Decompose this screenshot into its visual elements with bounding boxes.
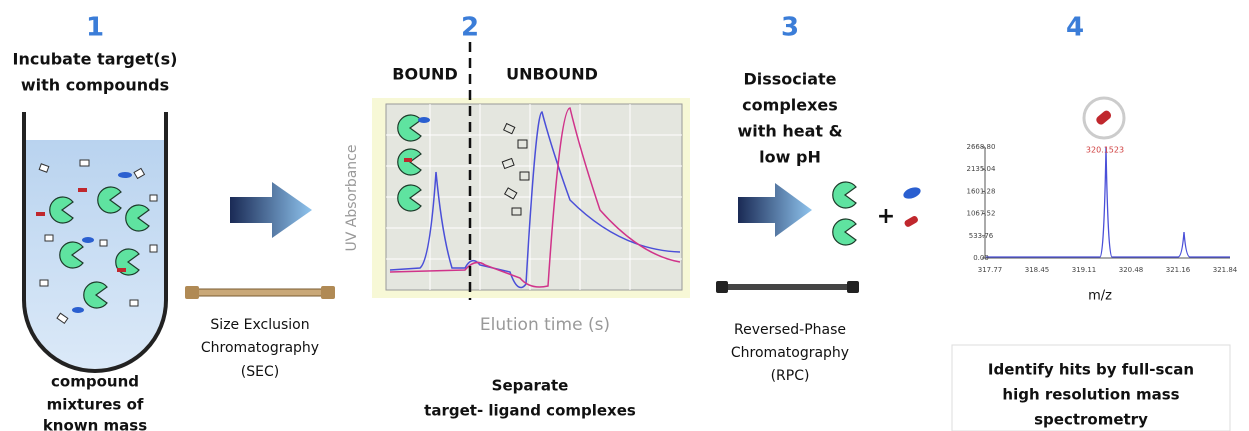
- compound: [903, 187, 921, 199]
- proteins: [397, 114, 430, 212]
- compounds: [501, 122, 530, 216]
- axis-label: Elution time (s): [480, 315, 610, 335]
- icon: [1096, 110, 1112, 125]
- uv-trace: [389, 111, 681, 289]
- step-heading: low pH: [759, 148, 821, 167]
- step-heading: Dissociate: [743, 70, 836, 89]
- mass-spectrum: [984, 146, 1230, 259]
- rpc-column: [716, 281, 859, 293]
- column-label: Chromatography: [201, 340, 319, 356]
- y-tick-label: 1067.52: [967, 210, 996, 218]
- step-heading: with compounds: [21, 76, 169, 95]
- y-tick-label: 1601.28: [967, 187, 996, 195]
- step-caption: spectrometry: [1034, 411, 1148, 429]
- y-tick-label: 533.76: [969, 232, 994, 240]
- step-caption: Identify hits by full-scan: [988, 361, 1194, 379]
- y-tick-label: 2135.04: [967, 165, 996, 173]
- step-caption: compound: [51, 373, 139, 391]
- step-caption: known mass: [43, 417, 147, 431]
- compound: [904, 216, 918, 227]
- peak-label: 320.1523: [1086, 146, 1124, 155]
- step-heading: with heat &: [737, 122, 842, 141]
- region-label: UNBOUND: [506, 65, 598, 84]
- axis-label: m/z: [1088, 289, 1112, 304]
- step-number: 1: [86, 13, 104, 43]
- axis-label: UV Absorbance: [344, 144, 360, 251]
- step-caption: Separate: [492, 377, 569, 395]
- uv-trace: [389, 107, 681, 288]
- step-number: 3: [781, 13, 799, 43]
- step-number: 2: [461, 13, 479, 43]
- y-tick-label: 0.00: [973, 254, 989, 262]
- x-tick-label: 319.11: [1072, 266, 1097, 274]
- plus-sign: +: [877, 204, 895, 229]
- x-tick-label: 317.77: [978, 266, 1003, 274]
- column-label: (RPC): [771, 368, 810, 384]
- x-tick-label: 321.84: [1213, 266, 1238, 274]
- sec-column: [185, 286, 335, 299]
- caption-box: [951, 344, 1231, 431]
- step-heading: Incubate target(s): [13, 50, 178, 69]
- tube: [22, 112, 168, 373]
- step-caption: high resolution mass: [1002, 386, 1179, 404]
- arrow: [738, 183, 812, 237]
- step-caption: mixtures of: [47, 396, 144, 414]
- column-label: Reversed-Phase: [734, 322, 846, 338]
- x-tick-label: 320.48: [1119, 266, 1144, 274]
- arrow: [230, 182, 312, 238]
- step-number: 4: [1066, 13, 1084, 43]
- grid: [386, 104, 682, 290]
- column-label: (SEC): [241, 364, 279, 380]
- x-tick-label: 321.16: [1166, 266, 1191, 274]
- column-label: Chromatography: [731, 345, 849, 361]
- step-caption: target- ligand complexes: [424, 402, 636, 420]
- step-heading: complexes: [742, 96, 838, 115]
- region-label: BOUND: [392, 65, 457, 84]
- y-tick-label: 2668.80: [967, 143, 996, 151]
- x-tick-label: 318.45: [1025, 266, 1050, 274]
- column-label: Size Exclusion: [210, 317, 309, 333]
